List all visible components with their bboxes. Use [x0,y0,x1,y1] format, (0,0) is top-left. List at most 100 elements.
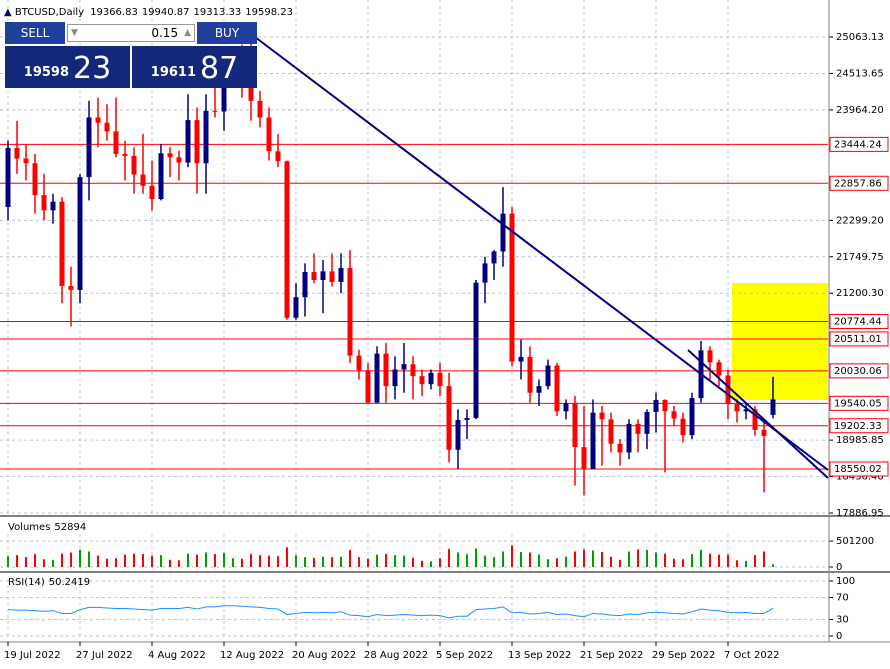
candle-body [167,153,173,158]
candle-body [284,161,290,318]
level-label: 20511.01 [834,334,882,345]
y-tick-label: 17886.95 [836,508,884,519]
high-value: 19940.87 [142,7,190,18]
candle-body [302,272,308,298]
ask-pips: 87 [200,51,239,86]
candle-body [158,153,164,200]
candle-body [563,403,569,412]
x-tick-label: 4 Aug 2022 [148,650,206,661]
candle-body [410,364,416,377]
x-tick-label: 5 Sep 2022 [436,650,493,661]
rsi-last: 50.2419 [49,577,90,588]
ask-price[interactable]: 19611 87 [132,46,257,88]
level-label-box [829,418,889,434]
y-tick-label: 18436.40 [836,472,884,483]
x-tick-label: 19 Jul 2022 [4,650,61,661]
ask-main: 19611 [150,65,197,80]
candle-body [446,386,452,450]
candle-body [176,157,182,163]
y-tick-label: 24513.65 [836,68,884,79]
candle-body [518,356,524,362]
y-tick-label: 0 [836,562,842,573]
candle-body [365,370,371,403]
rsi-title: RSI(14) [8,577,45,588]
candle-body [716,362,722,376]
candle-body [473,282,479,418]
bid-price[interactable]: 19598 23 [5,46,130,88]
candle-body [770,399,776,415]
low-value: 19313.33 [194,7,242,18]
candle-body [14,147,20,159]
level-label: 22857.86 [834,178,882,189]
x-tick-label: 7 Oct 2022 [724,650,779,661]
candle-body [500,213,506,252]
y-tick-label: 21749.75 [836,252,884,263]
level-label: 19202.33 [834,421,882,432]
candle-body [329,271,335,282]
candle-body [383,353,389,387]
candle-body [689,398,695,436]
trendline [687,349,829,479]
increase-icon[interactable]: ▲ [184,28,191,38]
candle-body [347,268,353,356]
candle-body [617,443,623,453]
level-label-box [829,136,889,152]
level-label: 18550.02 [834,464,882,475]
candle-body [581,447,587,470]
bid-pips: 23 [73,51,112,86]
candle-body [185,120,191,163]
y-tick-label: 25063.13 [836,32,884,43]
candle-body [536,386,542,393]
candle-body [527,356,533,393]
level-label: 19540.05 [834,398,882,409]
candle-body [77,177,83,290]
candle-body [311,272,317,280]
sell-button[interactable]: SELL [5,22,65,44]
candle-body [653,400,659,412]
volume-title: Volumes [8,522,50,533]
candle-body [194,120,200,164]
candle-body [662,400,668,412]
trendline [254,36,829,471]
buy-button[interactable]: BUY [197,22,257,44]
candle-body [212,110,218,112]
y-tick-label: 70 [836,593,849,604]
decrease-icon[interactable]: ▼ [71,28,78,38]
level-label-box [829,461,889,477]
candle-body [113,131,119,154]
candle-body [608,419,614,444]
candle-body [392,369,398,387]
candle-body [455,419,461,450]
y-tick-label: 30 [836,615,849,626]
candle-body [680,418,686,436]
candle-body [68,285,74,290]
candle-body [509,213,515,362]
level-label-box [829,331,889,347]
candle-body [32,163,38,196]
level-label: 23444.24 [834,139,882,150]
candle-body [545,365,551,387]
candle-body [635,423,641,434]
y-tick-label: 0 [836,631,842,642]
x-tick-label: 12 Aug 2022 [220,650,284,661]
y-tick-label: 23964.20 [836,105,884,116]
level-label-box [829,175,889,191]
candle-body [356,355,362,371]
candle-body [149,185,155,200]
highlight-zone [732,283,828,400]
candle-body [554,365,560,412]
candle-body [572,403,578,448]
candle-body [86,117,92,178]
candle-body [734,404,740,412]
open-value: 19366.83 [90,7,138,18]
y-tick-label: 501200 [836,536,874,547]
x-tick-label: 20 Aug 2022 [292,650,356,661]
candle-body [599,412,605,420]
lot-input[interactable]: ▼ 0.15 ▲ [67,24,195,42]
candle-body [248,86,254,101]
candle-body [104,122,110,132]
candle-body [257,100,263,118]
candle-body [752,409,758,430]
volume-header: Volumes 52894 [8,522,86,533]
